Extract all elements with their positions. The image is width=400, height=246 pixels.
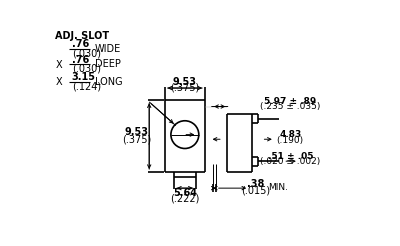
Text: (.375): (.375) [170, 82, 200, 92]
Text: X: X [56, 60, 63, 70]
Text: LONG: LONG [95, 77, 122, 87]
Text: (.030): (.030) [72, 48, 101, 58]
Text: MIN.: MIN. [268, 183, 288, 192]
Text: (.015): (.015) [242, 185, 271, 196]
Text: (.375): (.375) [122, 134, 152, 144]
Text: .76: .76 [72, 55, 89, 64]
Text: 9.53: 9.53 [125, 127, 149, 137]
Text: .76: .76 [72, 39, 89, 49]
Text: (.222): (.222) [170, 193, 200, 203]
Text: (.020 ± .002): (.020 ± .002) [260, 157, 320, 167]
Text: (.030): (.030) [72, 64, 101, 74]
Text: (.190): (.190) [277, 136, 304, 144]
Text: .38: .38 [248, 179, 265, 189]
Text: 9.53: 9.53 [173, 77, 197, 87]
Text: WIDE: WIDE [95, 44, 121, 54]
Text: ADJ. SLOT: ADJ. SLOT [55, 31, 109, 41]
Text: X: X [56, 77, 63, 87]
Text: DEEP: DEEP [95, 59, 121, 69]
Text: .51 ± .05: .51 ± .05 [268, 152, 313, 161]
Text: 4.83: 4.83 [279, 130, 301, 139]
Text: (.235 ± .035): (.235 ± .035) [260, 102, 320, 111]
Text: 3.15: 3.15 [72, 72, 96, 82]
Text: (.124): (.124) [72, 81, 101, 92]
Text: 5.97 ± .89: 5.97 ± .89 [264, 97, 316, 106]
Text: 5.64: 5.64 [173, 188, 197, 198]
